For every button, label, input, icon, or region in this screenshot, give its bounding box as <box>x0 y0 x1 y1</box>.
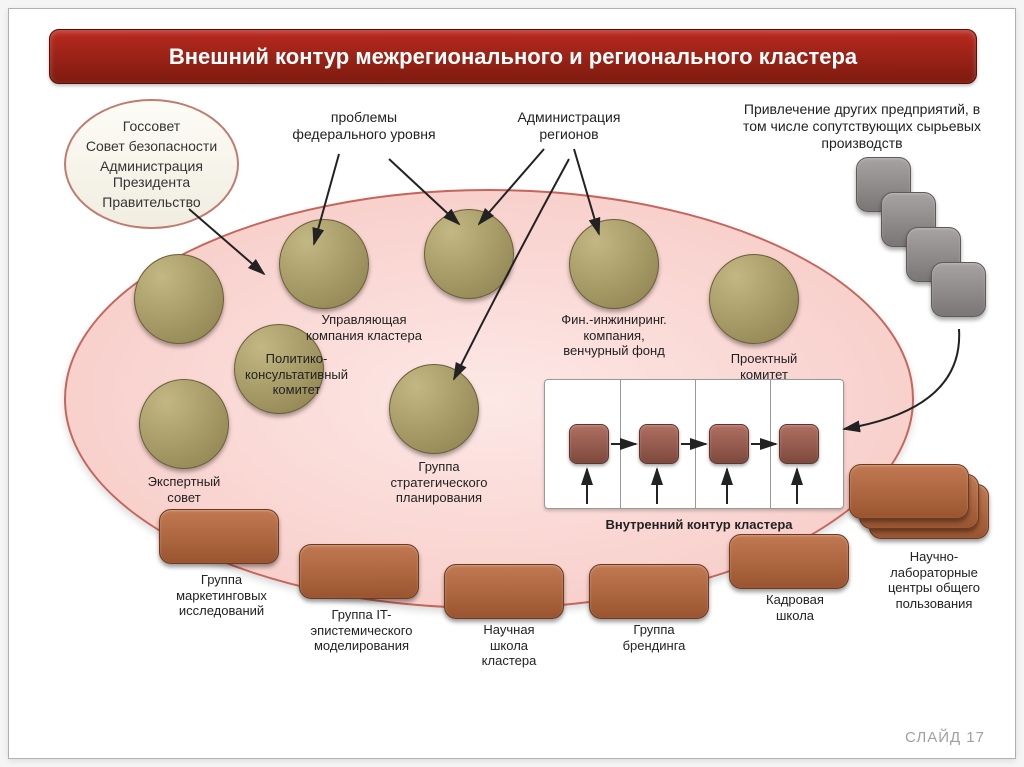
inner-square-node <box>569 424 609 464</box>
label-project-committee: Проектный комитет <box>709 351 819 382</box>
rect-node <box>444 564 564 619</box>
title-bar: Внешний контур межрегионального и регион… <box>49 29 977 84</box>
inner-square-node <box>709 424 749 464</box>
circle-node <box>134 254 224 344</box>
gov-item: Госсовет <box>123 118 180 134</box>
inner-square-node <box>639 424 679 464</box>
slide-title: Внешний контур межрегионального и регион… <box>169 44 857 70</box>
label-inner-contour: Внутренний контур кластера <box>569 517 829 533</box>
label-expert-council: Экспертный совет <box>129 474 239 505</box>
inner-divider <box>695 380 696 508</box>
government-group-ellipse: Госсовет Совет безопасности Администраци… <box>64 99 239 229</box>
gov-item: Администрация Президента <box>100 158 203 190</box>
rect-node <box>299 544 419 599</box>
inner-divider <box>770 380 771 508</box>
rect-node <box>729 534 849 589</box>
slide: Внешний контур межрегионального и регион… <box>8 8 1016 759</box>
label-mgmt-company: Управляющая компания кластера <box>279 312 449 343</box>
gov-item: Правительство <box>102 194 200 210</box>
label-fin-engineering: Фин.-инжиниринг. компания, венчурный фон… <box>519 312 709 359</box>
label-fed-problems: проблемы федерального уровня <box>274 109 454 143</box>
circle-node <box>279 219 369 309</box>
circle-node <box>709 254 799 344</box>
inner-divider <box>620 380 621 508</box>
label-branding-group: Группа брендинга <box>594 622 714 653</box>
rect-node <box>159 509 279 564</box>
circle-node <box>569 219 659 309</box>
label-other-enterprises: Привлечение других предприятий, в том чи… <box>712 101 1012 151</box>
rect-node <box>589 564 709 619</box>
circle-node <box>424 209 514 299</box>
inner-square-node <box>779 424 819 464</box>
slide-number: СЛАЙД 17 <box>905 729 985 746</box>
label-political-committee: Политико- консультативный комитет <box>214 351 379 398</box>
label-hr-school: Кадровая школа <box>735 592 855 623</box>
gov-item: Совет безопасности <box>86 138 217 154</box>
label-strategic-group: Группа стратегического планирования <box>359 459 519 506</box>
label-it-group: Группа IT- эпистемического моделирования <box>274 607 449 654</box>
grey-square-node <box>931 262 986 317</box>
label-admin-regions: Администрация регионов <box>484 109 654 143</box>
label-lab-centers: Научно- лабораторные центры общего польз… <box>859 549 1009 611</box>
rect-node <box>849 464 969 519</box>
label-science-school: Научная школа кластера <box>449 622 569 669</box>
circle-node <box>389 364 479 454</box>
